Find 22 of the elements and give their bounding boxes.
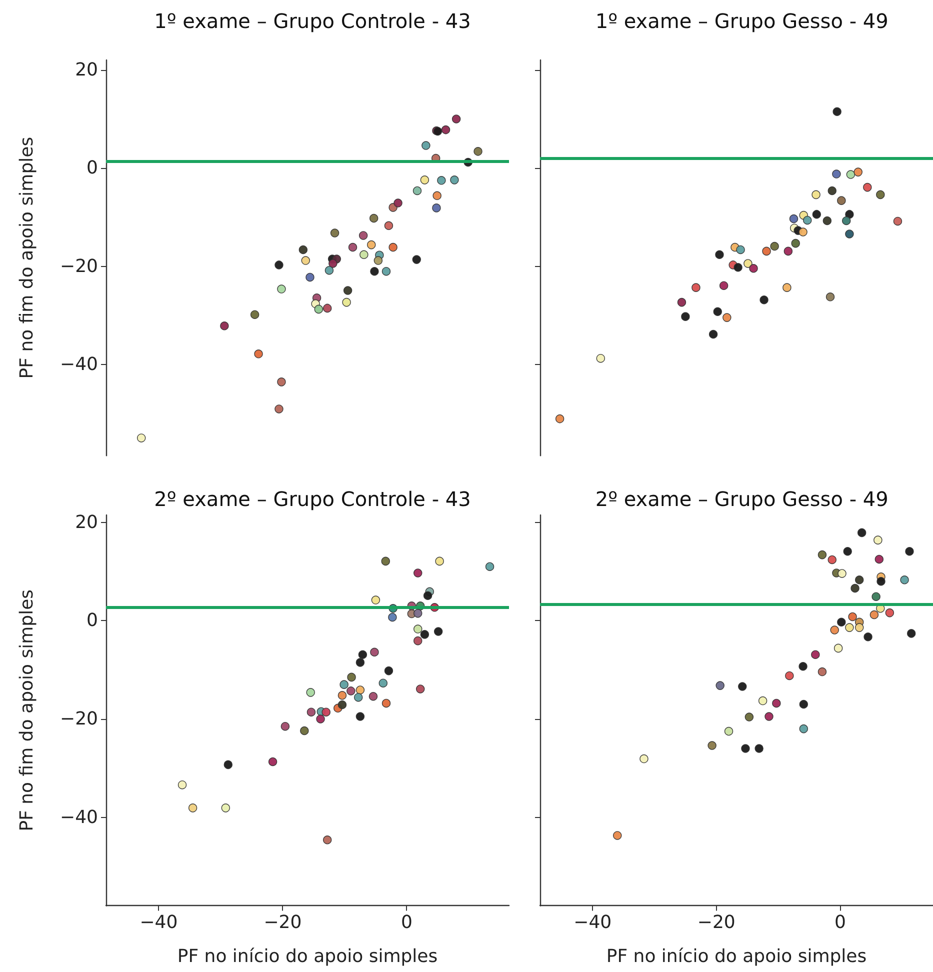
y-tick-label: −40 [60, 806, 98, 828]
x-tick-label: 0 [834, 912, 846, 934]
chart-title: 1º exame – Grupo Controle - 43 [154, 9, 471, 33]
y-tick-label: −40 [60, 354, 98, 376]
y-tick-label: 20 [75, 512, 98, 533]
y-tick-label: −20 [60, 708, 98, 730]
chart-title: 1º exame – Grupo Gesso - 49 [595, 9, 888, 33]
y-axis-title: PF no fim do apoio simples [16, 589, 38, 832]
y-axis-title: PF no fim do apoio simples [16, 136, 38, 379]
y-tick-label: −20 [60, 256, 98, 277]
x-tick-label: −40 [574, 912, 612, 934]
x-axis-title: PF no início do apoio simples [177, 946, 438, 968]
x-axis-title: PF no início do apoio simples [606, 946, 867, 968]
chart-title: 2º exame – Grupo Gesso - 49 [595, 487, 888, 511]
y-tick-label: 0 [86, 158, 98, 179]
chart-title: 2º exame – Grupo Controle - 43 [154, 487, 471, 511]
x-tick-label: −20 [264, 912, 302, 934]
x-tick-label: −20 [697, 912, 736, 934]
y-tick-label: 20 [75, 59, 98, 80]
x-tick-label: −40 [140, 912, 178, 934]
x-tick-label: 0 [400, 912, 412, 934]
y-tick-label: 0 [86, 610, 98, 632]
